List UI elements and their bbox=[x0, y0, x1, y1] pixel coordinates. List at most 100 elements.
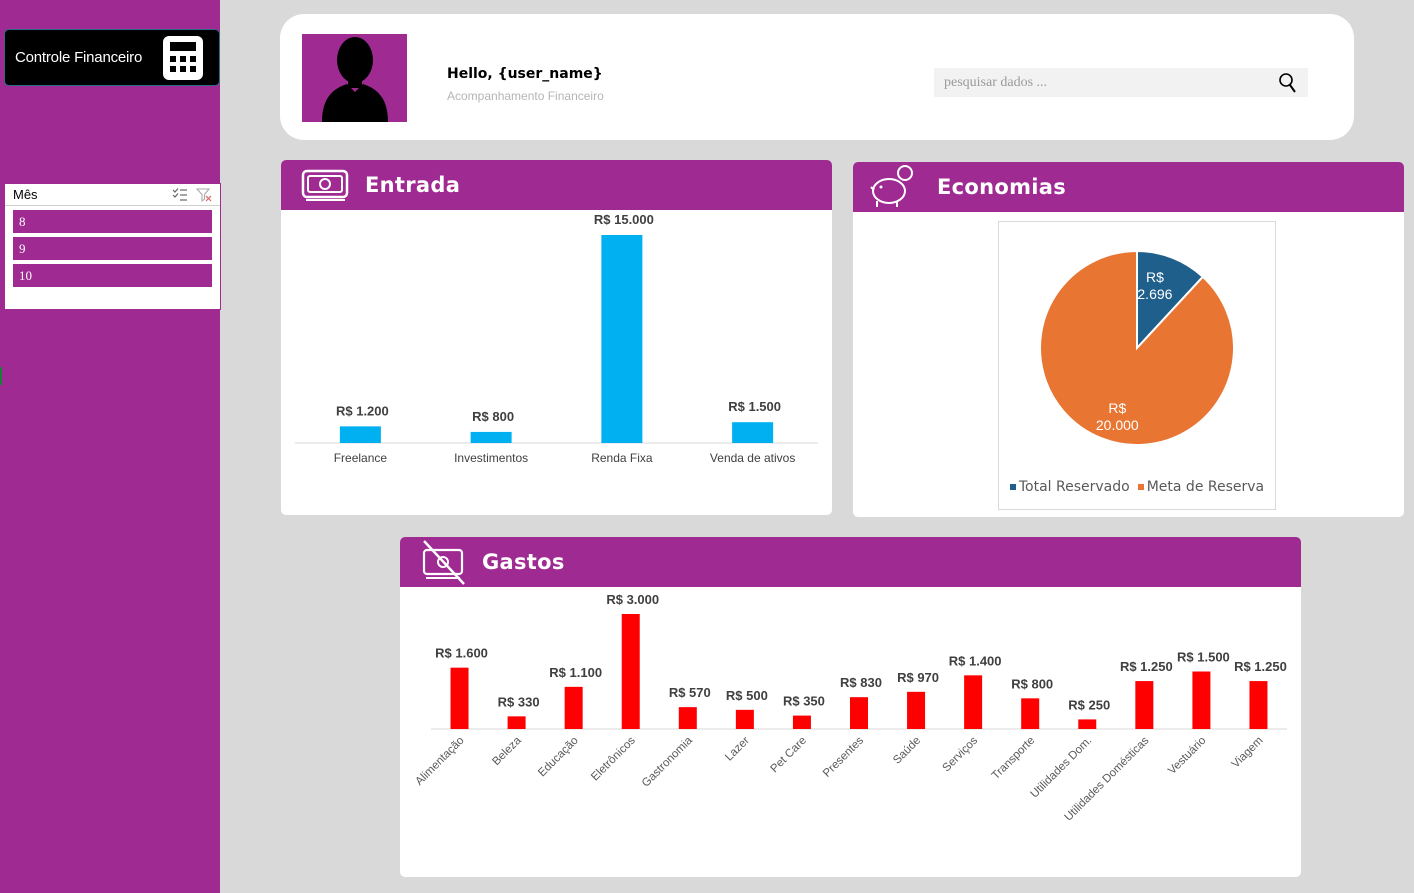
gastos-category-label: Eletrônicos bbox=[589, 734, 638, 783]
gastos-category-label: Vestuário bbox=[1166, 735, 1208, 777]
search-box bbox=[934, 68, 1308, 97]
gastos-category-label: Transporte bbox=[990, 735, 1038, 783]
entrada-bar bbox=[339, 426, 381, 443]
economias-header: Economias bbox=[853, 162, 1404, 212]
gastos-category-label: Lazer bbox=[723, 735, 752, 764]
slicer-title: Mês bbox=[13, 187, 38, 202]
legend-item-total-reservado: Total Reservado bbox=[1009, 479, 1130, 495]
search-input[interactable] bbox=[944, 74, 1264, 91]
avatar bbox=[302, 34, 407, 122]
gastos-bar bbox=[1135, 681, 1154, 729]
gastos-data-label: R$ 1.250 bbox=[1120, 659, 1173, 674]
entrada-category-label: Renda Fixa bbox=[591, 451, 653, 465]
gastos-data-label: R$ 570 bbox=[669, 685, 711, 700]
pie-label-currency: R$ bbox=[1108, 400, 1126, 416]
gastos-data-label: R$ 1.100 bbox=[549, 665, 602, 680]
entrada-panel: Entrada R$ 1.200 Freelance R$ 800 Investime… bbox=[281, 160, 832, 515]
slicer-item-10[interactable]: 10 bbox=[13, 264, 212, 287]
legend-item-meta-reserva: Meta de Reserva bbox=[1137, 479, 1265, 495]
greeting-text: Hello, {user_name} bbox=[447, 66, 603, 82]
app-title: Controle Financeiro bbox=[15, 49, 143, 66]
economias-panel: Economias R$ 2.696 R$ 20.000 Total Reservad… bbox=[853, 162, 1404, 517]
multi-select-icon[interactable] bbox=[172, 187, 188, 202]
sidebar: Controle Financeiro Mês bbox=[0, 0, 221, 893]
entrada-chart: R$ 1.200 Freelance R$ 800 Investimentos R$ 1… bbox=[295, 212, 818, 465]
gastos-data-label: R$ 800 bbox=[1011, 676, 1053, 691]
gastos-data-label: R$ 250 bbox=[1068, 697, 1110, 712]
gastos-bar bbox=[1021, 698, 1040, 729]
gastos-category-label: Serviços bbox=[941, 734, 981, 774]
calculator-icon bbox=[163, 35, 203, 80]
gastos-category-label: Beleza bbox=[490, 734, 524, 768]
greeting-subtitle: Acompanhamento Financeiro bbox=[447, 89, 604, 103]
gastos-bar bbox=[907, 691, 926, 729]
entrada-data-label: R$ 1.500 bbox=[728, 399, 781, 414]
entrada-title: Entrada bbox=[365, 173, 461, 197]
pie-slice bbox=[1136, 249, 1205, 351]
gastos-bar bbox=[792, 715, 811, 729]
gastos-category-label: Pet Care bbox=[768, 735, 809, 776]
entrada-header: Entrada bbox=[281, 160, 832, 210]
pie-legend: Total Reservado Meta de Reserva bbox=[999, 479, 1275, 495]
entrada-data-label: R$ 15.000 bbox=[594, 212, 654, 227]
gastos-bar bbox=[1249, 681, 1268, 729]
gastos-data-label: R$ 830 bbox=[840, 675, 882, 690]
gastos-panel: Gastos R$ 1.600 Alimentação R$ 330 Beleza R$… bbox=[400, 537, 1301, 877]
gastos-bar bbox=[1192, 671, 1211, 729]
economias-chart-frame: R$ 2.696 R$ 20.000 Total Reservado Meta de … bbox=[998, 221, 1276, 510]
piggy-bank-icon bbox=[870, 165, 913, 207]
gastos-data-label: R$ 1.250 bbox=[1234, 659, 1287, 674]
gastos-bar bbox=[1078, 719, 1097, 729]
gastos-data-label: R$ 1.400 bbox=[949, 653, 1002, 668]
gastos-category-label: Viagem bbox=[1230, 735, 1266, 771]
gastos-category-label: Utilidades Dom. bbox=[1029, 735, 1095, 801]
gastos-chart: R$ 1.600 Alimentação R$ 330 Beleza R$ 1.100 E… bbox=[413, 592, 1287, 824]
header-card: Hello, {user_name} Acompanhamento Financ… bbox=[280, 14, 1354, 140]
entrada-category-label: Freelance bbox=[334, 451, 388, 465]
gastos-category-label: Saúde bbox=[891, 735, 923, 767]
cash-icon bbox=[301, 169, 349, 201]
gastos-title: Gastos bbox=[482, 550, 565, 574]
gastos-bar bbox=[964, 675, 983, 729]
gastos-data-label: R$ 350 bbox=[783, 694, 825, 709]
gastos-data-label: R$ 1.600 bbox=[435, 646, 488, 661]
entrada-category-label: Investimentos bbox=[454, 451, 528, 465]
legend-swatch-goal bbox=[1137, 484, 1144, 490]
gastos-bar bbox=[735, 709, 754, 729]
user-silhouette-icon bbox=[322, 37, 388, 122]
gastos-bar bbox=[678, 707, 697, 729]
gastos-data-label: R$ 500 bbox=[726, 688, 768, 703]
gastos-data-label: R$ 3.000 bbox=[606, 592, 659, 607]
gastos-bar bbox=[621, 614, 640, 729]
gastos-header: Gastos bbox=[400, 537, 1301, 587]
cell-cursor-mark bbox=[0, 367, 2, 385]
gastos-category-label: Alimentação bbox=[413, 735, 466, 788]
gastos-category-label: Gastronomia bbox=[640, 734, 695, 789]
gastos-bar bbox=[450, 667, 469, 729]
entrada-data-label: R$ 1.200 bbox=[336, 403, 389, 418]
legend-label-reserved: Total Reservado bbox=[1018, 479, 1130, 495]
gastos-data-label: R$ 1.500 bbox=[1177, 650, 1230, 665]
clear-filter-icon[interactable] bbox=[196, 187, 212, 202]
legend-label-goal: Meta de Reserva bbox=[1146, 479, 1265, 495]
slicer-item-8[interactable]: 8 bbox=[13, 210, 212, 233]
pie-slice bbox=[1039, 249, 1235, 446]
gastos-bar bbox=[850, 697, 868, 729]
gastos-bar bbox=[564, 686, 583, 729]
gastos-data-label: R$ 330 bbox=[498, 694, 540, 709]
app-title-button[interactable]: Controle Financeiro bbox=[4, 29, 220, 86]
pie-label-value: 2.696 bbox=[1137, 286, 1172, 302]
month-slicer: Mês 8 9 10 bbox=[4, 183, 221, 310]
entrada-bar bbox=[470, 431, 512, 443]
entrada-bar bbox=[601, 235, 643, 443]
gastos-category-label: Presentes bbox=[821, 734, 866, 779]
pie-label-currency: R$ bbox=[1146, 269, 1164, 285]
gastos-category-label: Educação bbox=[536, 735, 581, 780]
gastos-bar bbox=[507, 716, 526, 729]
legend-swatch-reserved bbox=[1009, 484, 1016, 490]
search-icon[interactable] bbox=[1278, 72, 1296, 94]
entrada-bar bbox=[732, 422, 774, 443]
pie-label-value: 20.000 bbox=[1096, 417, 1139, 433]
slicer-item-9[interactable]: 9 bbox=[13, 237, 212, 260]
